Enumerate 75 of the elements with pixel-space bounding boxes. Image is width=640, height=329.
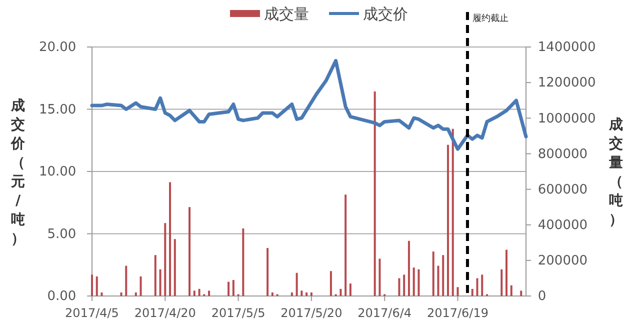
y-tick-label: 5.00 (47, 226, 76, 242)
bar (374, 91, 376, 296)
bar (344, 194, 347, 296)
y2-tick-label: 0 (538, 289, 546, 304)
bar (330, 271, 332, 296)
bar (306, 292, 308, 296)
bar (228, 282, 230, 296)
bar (408, 240, 410, 296)
bar (198, 288, 200, 296)
bar (96, 276, 98, 296)
bar (520, 290, 522, 296)
y-tick-label: 0.00 (47, 289, 76, 304)
legend-label: 成交价 (363, 5, 408, 23)
bar (232, 280, 234, 296)
bar (266, 248, 269, 296)
bar (412, 268, 415, 296)
y2-tick-label: 200000 (538, 254, 588, 269)
bar (169, 182, 172, 296)
bar (242, 228, 244, 296)
bar (271, 292, 274, 296)
bar (437, 266, 440, 296)
y-axis-title: 成交价（元/吨） (10, 98, 26, 247)
bar (100, 292, 103, 296)
y-tick-label: 15.00 (38, 102, 76, 118)
y2-tick-label: 400000 (538, 218, 588, 234)
bar (134, 292, 137, 296)
y2-tick-label: 600000 (538, 182, 588, 198)
bar (446, 144, 449, 296)
y2-tick-label: 1000000 (538, 111, 596, 126)
bar (500, 269, 503, 296)
bar (442, 255, 444, 296)
bar (456, 287, 459, 296)
line-series (90, 58, 528, 151)
bar (290, 292, 293, 296)
bar (398, 278, 400, 296)
ref-line-label: 履约截止 (472, 13, 508, 24)
y2-tick-label: 800000 (538, 146, 588, 162)
bar (471, 288, 474, 296)
x-tick-label: 2017/4/5 (65, 306, 119, 320)
bar (120, 292, 122, 296)
y2-tick-label: 1200000 (538, 76, 596, 91)
bar (378, 258, 381, 296)
x-tick-label: 2017/6/19 (426, 306, 488, 320)
x-tick-label: 2017/5/20 (280, 306, 342, 320)
bar (193, 290, 196, 296)
bar (476, 278, 478, 296)
bar (310, 292, 312, 296)
bar (188, 207, 191, 296)
bar (159, 269, 162, 296)
bar (91, 274, 93, 296)
y2-axis-title: 成交量（吨） (608, 117, 623, 228)
bar (340, 288, 342, 296)
x-tick-label: 2017/5/5 (211, 306, 266, 320)
bar (164, 223, 166, 296)
bar (174, 239, 176, 296)
bar (300, 290, 303, 296)
bar (403, 274, 406, 296)
y-tick-label: 20.00 (38, 40, 76, 56)
bar (154, 255, 156, 296)
x-tick-label: 2017/4/20 (134, 306, 196, 320)
y2-tick-label: 1400000 (538, 40, 596, 56)
bar (452, 128, 454, 296)
bar (481, 274, 484, 296)
bar (418, 269, 420, 296)
x-tick-label: 2017/6/4 (358, 306, 412, 320)
bar (140, 276, 142, 296)
y-tick-label: 10.00 (38, 164, 76, 180)
bar (505, 250, 508, 296)
bar (349, 284, 352, 296)
bar (208, 290, 210, 296)
bar (510, 285, 512, 296)
bar (296, 272, 298, 296)
legend-label: 成交量 (264, 5, 309, 23)
bar (432, 252, 434, 296)
bar (125, 266, 128, 296)
